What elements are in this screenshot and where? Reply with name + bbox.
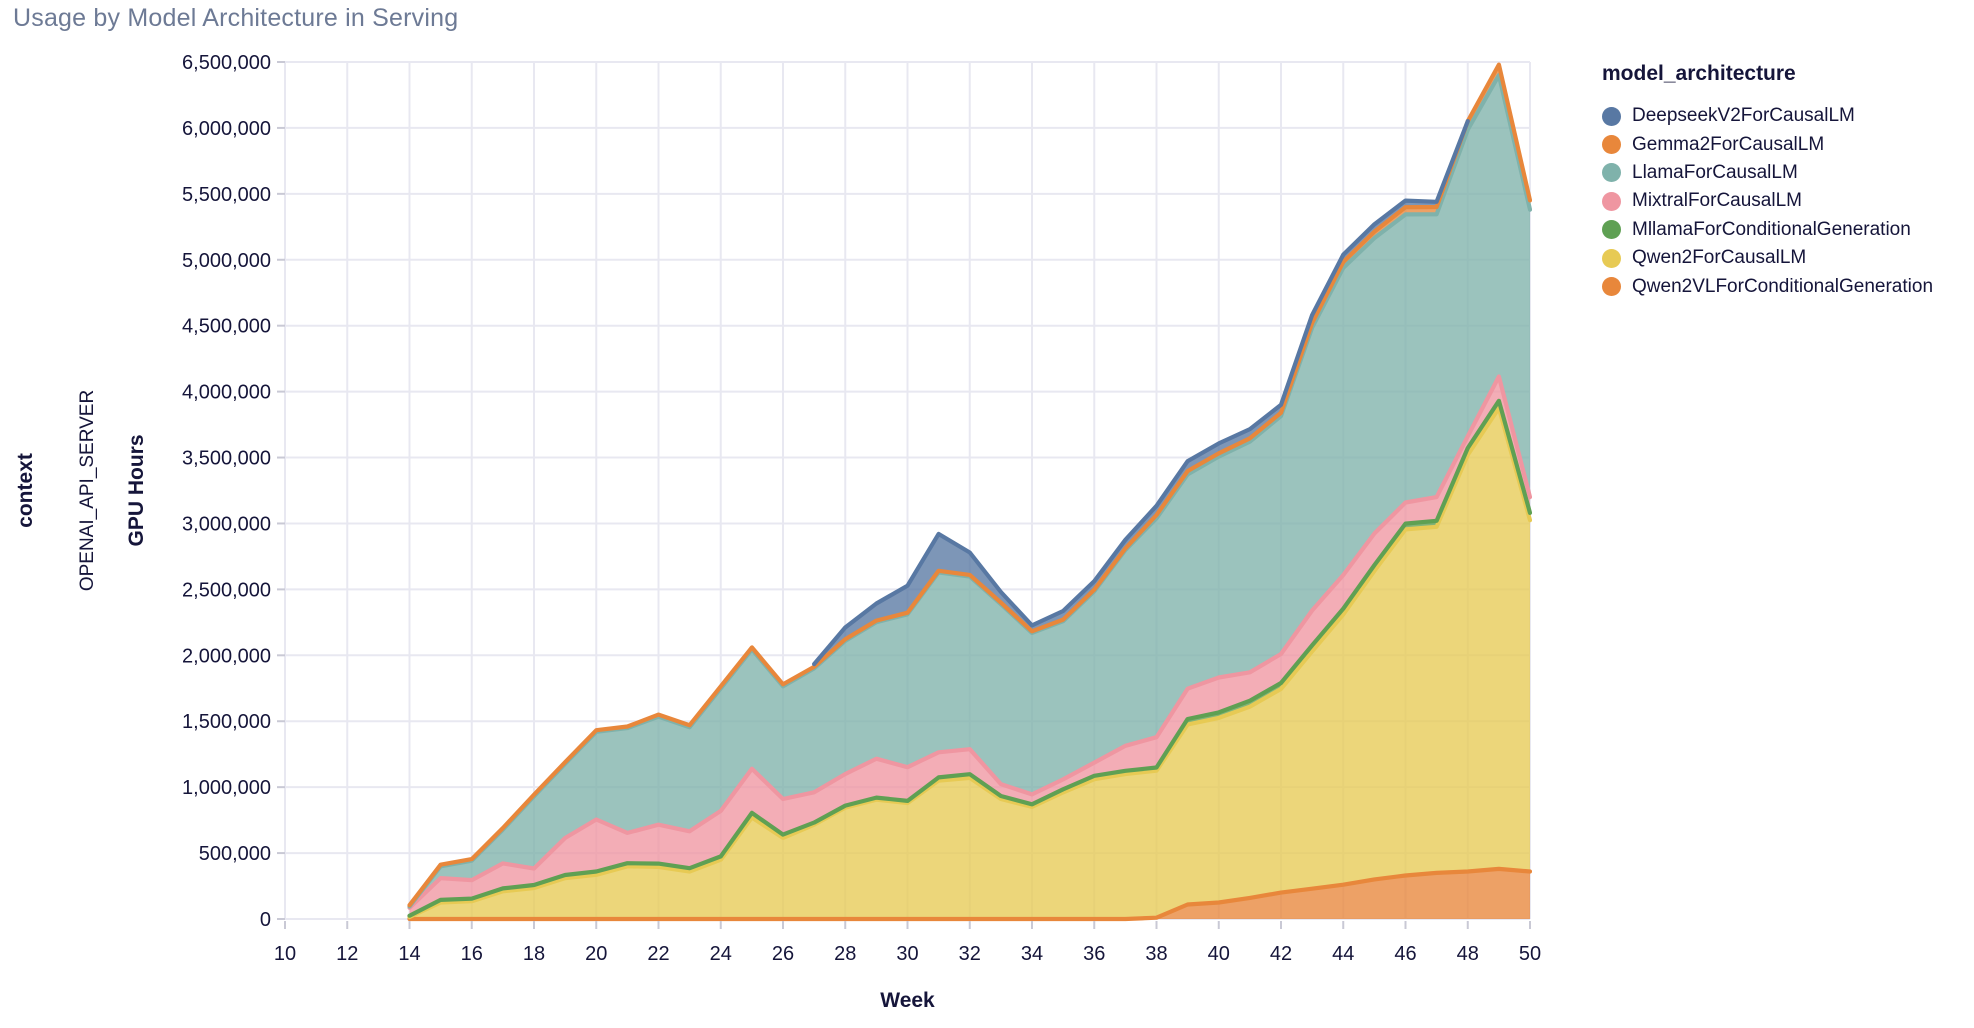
legend: model_architecture DeepseekV2ForCausalLM…	[1602, 62, 1962, 301]
x-axis-title: Week	[880, 989, 935, 1012]
legend-item: DeepseekV2ForCausalLM	[1602, 102, 1962, 130]
x-tick-label: 14	[398, 943, 420, 965]
y-tick-label: 1,000,000	[182, 777, 271, 799]
area-LlamaForCausalLM	[409, 75, 1530, 908]
legend-swatch-icon	[1602, 248, 1621, 268]
x-tick-label: 30	[896, 943, 918, 965]
y-tick-label: 6,000,000	[182, 118, 271, 140]
line-Gemma2ForCausalLM	[407, 62, 1532, 908]
legend-item-label: Qwen2VLForConditionalGeneration	[1632, 275, 1934, 297]
axis-titles: Week GPU Hours OPENAI_API_SERVER context	[14, 390, 935, 1012]
x-tick-label: 18	[523, 943, 545, 965]
x-tick-label: 28	[834, 943, 856, 965]
x-tick-label: 32	[959, 943, 981, 965]
line-DeepseekV2ForCausalLM	[812, 119, 1470, 667]
y-tick-label: 4,500,000	[182, 316, 271, 338]
y-tick-label: 2,500,000	[182, 579, 271, 601]
legend-item: Qwen2VLForConditionalGeneration	[1602, 272, 1962, 300]
x-tick-label: 48	[1457, 943, 1479, 965]
area-Qwen2ForCausalLM	[409, 408, 1530, 919]
legend-swatch-icon	[1602, 135, 1621, 155]
page-title: Usage by Model Architecture in Serving	[13, 4, 459, 32]
legend-item-label: Qwen2ForCausalLM	[1632, 247, 1807, 269]
x-tick-label: 50	[1519, 943, 1541, 965]
x-axis-labels: 10 12 14 16 18 20 22 24 26 28 30 32 34 36 38 40 42 44 46 48…	[274, 943, 1541, 965]
facet-name-label: context	[14, 453, 37, 528]
x-tick-label: 10	[274, 943, 296, 965]
legend-swatch-icon	[1602, 220, 1621, 240]
y-tick-label: 2,000,000	[182, 645, 271, 667]
x-tick-label: 38	[1145, 943, 1167, 965]
legend-item-label: DeepseekV2ForCausalLM	[1632, 105, 1855, 127]
legend-item-label: MllamaForConditionalGeneration	[1632, 218, 1911, 240]
legend-item-label: Gemma2ForCausalLM	[1632, 133, 1825, 155]
area-Qwen2VLForConditionalGeneration	[409, 868, 1530, 919]
line-Qwen2ForCausalLM	[407, 406, 1532, 920]
area-DeepseekV2ForCausalLM	[814, 121, 1468, 667]
legend-item-label: LlamaForCausalLM	[1632, 161, 1798, 183]
y-tick-label: 5,500,000	[182, 184, 271, 206]
x-tick-label: 44	[1332, 943, 1354, 965]
facet-value-label: OPENAI_API_SERVER	[77, 390, 98, 591]
y-tick-label: 500,000	[199, 843, 271, 865]
legend-item: Gemma2ForCausalLM	[1602, 130, 1962, 158]
line-MixtralForCausalLM	[407, 374, 1532, 910]
x-tick-label: 46	[1394, 943, 1416, 965]
legend-title: model_architecture	[1602, 62, 1796, 85]
legend-swatch-icon	[1602, 191, 1621, 211]
line-MllamaForConditionalGeneration	[407, 398, 1532, 918]
legend-item: LlamaForCausalLM	[1602, 159, 1962, 187]
y-tick-label: 5,000,000	[182, 250, 271, 272]
legend-item: MllamaForConditionalGeneration	[1602, 216, 1962, 244]
legend-items: DeepseekV2ForCausalLM Gemma2ForCausalLM Ll…	[1602, 102, 1962, 301]
legend-swatch-icon	[1602, 277, 1621, 297]
legend-item-label: MixtralForCausalLM	[1632, 190, 1802, 212]
legend-swatch-icon	[1602, 163, 1621, 183]
legend-swatch-icon	[1602, 106, 1621, 126]
x-tick-label: 42	[1270, 943, 1292, 965]
x-tick-label: 16	[461, 943, 483, 965]
legend-item: Qwen2ForCausalLM	[1602, 244, 1962, 272]
legend-item: MixtralForCausalLM	[1602, 187, 1962, 215]
y-tick-label: 6,500,000	[182, 52, 271, 74]
x-tick-label: 20	[585, 943, 607, 965]
x-tick-label: 40	[1208, 943, 1230, 965]
axis-ticks	[277, 61, 1531, 929]
y-axis-labels: 0 500,000 1,000,000 1,500,000 2,000,000 2,500…	[182, 52, 271, 931]
x-tick-label: 26	[772, 943, 794, 965]
y-tick-label: 4,000,000	[182, 382, 271, 404]
x-tick-label: 22	[647, 943, 669, 965]
line-Qwen2VLForConditionalGeneration	[407, 866, 1532, 922]
x-tick-label: 24	[710, 943, 732, 965]
y-tick-label: 1,500,000	[182, 711, 271, 733]
x-tick-label: 34	[1021, 943, 1043, 965]
series-areas	[407, 62, 1532, 922]
area-MixtralForCausalLM	[409, 376, 1530, 916]
x-tick-label: 36	[1083, 943, 1105, 965]
y-tick-label: 3,500,000	[182, 448, 271, 470]
x-tick-label: 12	[336, 943, 358, 965]
y-axis-title: GPU Hours	[125, 434, 148, 546]
y-tick-label: 3,000,000	[182, 513, 271, 535]
y-tick-label: 0	[260, 909, 271, 931]
